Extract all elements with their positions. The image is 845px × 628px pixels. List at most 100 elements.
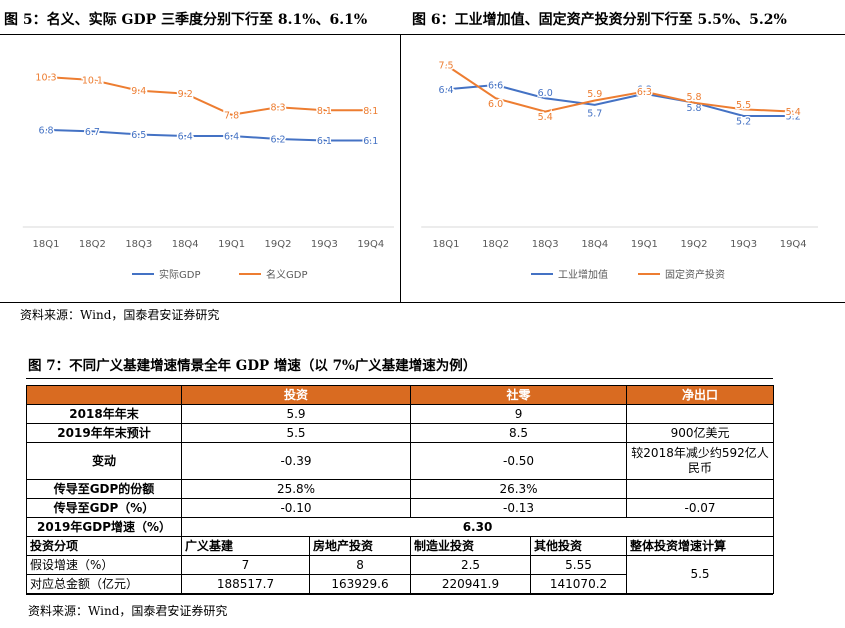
amount-cell: 188517.7 — [181, 574, 310, 594]
fig7-bottom-rule — [26, 594, 773, 595]
data-label: 5.8 — [686, 103, 701, 114]
x-tick-label: 18Q2 — [482, 239, 509, 250]
assumed-growth-row: 假设增速（%） 7 8 2.5 5.55 5.5 — [26, 555, 775, 594]
gdp-growth-row: 2019年GDP增速（%） 6.30 — [26, 517, 775, 537]
amount-row: 对应总金额（亿元） 188517.7 163929.6 220941.9 141… — [26, 574, 774, 594]
data-label: 8.1 — [363, 106, 378, 117]
series-line — [45, 76, 371, 116]
data-label: 8.1 — [317, 106, 332, 117]
data-label: 6.2 — [270, 134, 285, 145]
amount-cell: 163929.6 — [308, 574, 412, 594]
x-tick-label: 19Q2 — [681, 239, 708, 250]
legend-label: 固定资产投资 — [665, 268, 725, 281]
fig7-top-rule — [26, 378, 773, 379]
data-label: 9.2 — [178, 89, 193, 100]
retail-cell: 26.3% — [410, 479, 628, 499]
sub-header-cell: 制造业投资 — [410, 536, 532, 556]
series-line — [45, 128, 371, 142]
x-tick-label: 18Q1 — [433, 239, 460, 250]
x-tick-label: 19Q2 — [265, 239, 292, 250]
x-tick-label: 18Q2 — [79, 239, 106, 250]
investment-cell: 25.8% — [180, 479, 412, 499]
data-label: 5.2 — [736, 117, 751, 128]
gdp-growth-label: 2019年GDP增速（%） — [26, 517, 182, 537]
charts-bottom-rule — [0, 302, 845, 303]
net-export-cell — [626, 479, 775, 499]
sub-header-cell: 投资分项 — [26, 536, 182, 556]
data-label: 6.4 — [438, 85, 453, 96]
amount-label: 对应总金额（亿元） — [26, 574, 182, 594]
legend-label: 名义GDP — [266, 268, 307, 281]
amount-cell: 220941.9 — [410, 574, 532, 594]
x-tick-label: 18Q1 — [33, 239, 60, 250]
assumed-growth-label: 假设增速（%） — [26, 555, 182, 575]
assumed-growth-cell: 5.55 — [530, 555, 628, 575]
data-label: 10.1 — [82, 76, 103, 87]
data-label: 6.7 — [85, 127, 100, 138]
table-row: 2019年年末预计 5.5 8.5 900亿美元 — [26, 423, 775, 443]
data-label: 5.2 — [786, 112, 801, 123]
investment-cell: -0.10 — [180, 498, 412, 518]
x-tick-label: 18Q4 — [581, 239, 608, 250]
table-header-row: 投资 社零 净出口 — [26, 385, 775, 405]
data-label: 6.3 — [637, 87, 652, 98]
top-rule — [0, 34, 845, 35]
data-label: 6.0 — [538, 88, 553, 99]
investment-cell: 5.9 — [180, 404, 412, 424]
data-label: 5.4 — [538, 112, 553, 123]
sub-header-cell: 广义基建 — [181, 536, 310, 556]
row-label: 2018年年末 — [26, 404, 182, 424]
legend-label: 工业增加值 — [558, 268, 608, 281]
row-label: 变动 — [26, 442, 182, 480]
data-label: 7.8 — [224, 110, 239, 121]
header-net-export: 净出口 — [626, 385, 775, 405]
data-label: 5.4 — [786, 107, 801, 118]
data-label: 5.7 — [587, 108, 602, 119]
x-tick-label: 19Q3 — [730, 239, 757, 250]
gdp-scenario-table: 投资 社零 净出口 2018年年末 5.9 9 2019年年末预计 5.5 8.… — [26, 385, 775, 594]
data-label: 6.1 — [317, 136, 332, 147]
data-label: 5.9 — [587, 89, 602, 100]
fig6-chart: 18Q1 18Q2 18Q3 18Q4 19Q1 19Q2 19Q3 19Q4 6.4 6.6 6.… — [421, 59, 818, 281]
x-tick-label: 19Q4 — [780, 239, 807, 250]
row-label: 2019年年末预计 — [26, 423, 182, 443]
net-export-cell: 900亿美元 — [626, 423, 775, 443]
total-investment-growth: 5.5 — [626, 555, 775, 594]
fig7-title: 图 7：不同广义基建增速情景全年 GDP 增速（以 7%广义基建增速为例） — [28, 358, 477, 374]
table-row: 变动 -0.39 -0.50 较2018年减少约592亿人民币 — [26, 442, 775, 480]
net-export-cell — [626, 404, 775, 424]
source-note-2: 资料来源：Wind，国泰君安证券研究 — [28, 604, 228, 618]
assumed-growth-cell: 7 — [181, 555, 310, 575]
data-label: 5.8 — [686, 92, 701, 103]
table-row: 传导至GDP的份额 25.8% 26.3% — [26, 479, 775, 499]
header-retail: 社零 — [410, 385, 628, 405]
series-line — [445, 83, 794, 117]
row-label: 传导至GDP的份额 — [26, 479, 182, 499]
data-label: 6.0 — [488, 99, 503, 110]
net-export-cell: -0.07 — [626, 498, 775, 518]
data-label: 8.3 — [270, 103, 285, 114]
fig5-chart: 18Q1 18Q2 18Q3 18Q4 19Q1 19Q2 19Q3 19Q4 6.8 6.7 6.… — [22, 71, 394, 281]
retail-cell: 9 — [410, 404, 628, 424]
fig6-title: 图 6：工业增加值、固定资产投资分别下行至 5.5%、5.2% — [412, 12, 787, 28]
source-note-1: 资料来源：Wind，国泰君安证券研究 — [20, 308, 220, 322]
gdp-growth-value: 6.30 — [180, 517, 775, 537]
sub-header-row: 投资分项 广义基建 房地产投资 制造业投资 其他投资 整体投资增速计算 — [26, 536, 775, 556]
fig5-title: 图 5：名义、实际 GDP 三季度分别下行至 8.1%、6.1% — [4, 12, 368, 28]
x-tick-label: 19Q1 — [218, 239, 245, 250]
data-label: 6.1 — [363, 136, 378, 147]
data-label: 6.4 — [178, 131, 193, 142]
sub-header-cell: 其他投资 — [530, 536, 628, 556]
data-label: 7.5 — [438, 61, 453, 72]
retail-cell: -0.13 — [410, 498, 628, 518]
data-label: 6.8 — [38, 125, 53, 136]
data-label: 9.4 — [131, 86, 146, 97]
x-tick-label: 19Q1 — [631, 239, 658, 250]
net-export-cell: 较2018年减少约592亿人民币 — [626, 442, 775, 480]
sub-header-cell: 整体投资增速计算 — [626, 536, 775, 556]
x-tick-label: 19Q4 — [357, 239, 384, 250]
row-label: 传导至GDP（%） — [26, 498, 182, 518]
amount-cell: 141070.2 — [530, 574, 628, 594]
x-tick-label: 18Q3 — [125, 239, 152, 250]
assumed-growth-cell: 8 — [308, 555, 412, 575]
